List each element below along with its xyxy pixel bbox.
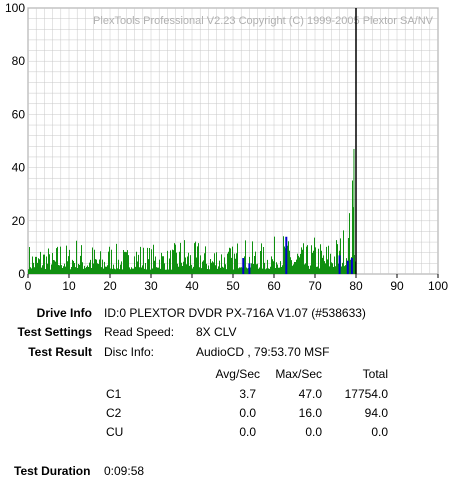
test-result-label: Test Result [28, 345, 92, 359]
x-tick-label: 70 [308, 279, 322, 293]
row-cu-total: 0.0 [371, 425, 388, 439]
row-c2-avg: 0.0 [239, 406, 256, 420]
grid-lines [27, 7, 439, 275]
row-cu-avg: 0.0 [239, 425, 256, 439]
c1-c2-error-chart: PlexTools Professional V2.23 Copyright (… [5, 1, 448, 293]
x-tick-label: 90 [390, 279, 404, 293]
y-tick-label: 20 [12, 214, 26, 228]
y-tick-label: 60 [12, 107, 26, 121]
x-axis-ticks: 0 10 20 30 40 50 60 70 80 90 100 [25, 274, 448, 293]
x-tick-label: 20 [103, 279, 117, 293]
x-tick-label: 10 [62, 279, 76, 293]
test-settings-label: Test Settings [17, 325, 92, 339]
read-speed-key: Read Speed: [104, 325, 175, 339]
y-tick-label: 0 [18, 267, 25, 281]
row-c2-total: 94.0 [364, 406, 388, 420]
drive-info-label: Drive Info [36, 306, 92, 320]
x-tick-label: 60 [267, 279, 281, 293]
drive-info-value: ID:0 PLEXTOR DVDR PX-716A V1.07 (#538633… [104, 306, 366, 320]
header-avg-sec: Avg/Sec [215, 367, 260, 381]
x-tick-label: 80 [349, 279, 363, 293]
x-tick-label: 100 [428, 279, 448, 293]
row-cu-name: CU [106, 425, 124, 439]
x-tick-label: 40 [185, 279, 199, 293]
x-tick-label: 50 [226, 279, 240, 293]
error-bars [28, 8, 357, 274]
y-tick-label: 80 [12, 54, 26, 68]
header-max-sec: Max/Sec [275, 367, 322, 381]
row-cu-max: 0.0 [305, 425, 322, 439]
header-total: Total [362, 367, 388, 381]
y-axis-ticks: 0 20 40 60 80 100 [5, 1, 25, 281]
row-c1-name: C1 [106, 387, 122, 401]
row-c1-avg: 3.7 [239, 387, 256, 401]
row-c2-max: 16.0 [298, 406, 322, 420]
x-tick-label: 0 [25, 279, 32, 293]
row-c1-total: 17754.0 [344, 387, 388, 401]
row-c1-max: 47.0 [298, 387, 322, 401]
test-duration-value: 0:09:58 [104, 464, 145, 478]
y-tick-label: 100 [5, 1, 25, 15]
test-duration-label: Test Duration [14, 464, 91, 478]
x-tick-label: 30 [144, 279, 158, 293]
disc-info-key: Disc Info: [104, 345, 155, 359]
row-c2-name: C2 [106, 406, 122, 420]
read-speed-value: 8X CLV [196, 325, 237, 339]
y-tick-label: 40 [12, 161, 26, 175]
disc-info-value: AudioCD , 79:53.70 MSF [196, 345, 330, 359]
chart-watermark: PlexTools Professional V2.23 Copyright (… [93, 15, 434, 27]
